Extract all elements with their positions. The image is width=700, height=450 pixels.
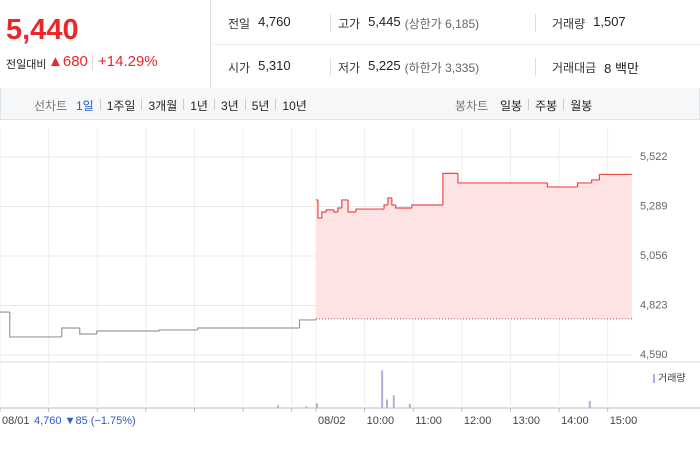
volume-bar xyxy=(305,406,308,408)
price-step xyxy=(383,204,388,210)
stat-value: 5,225 xyxy=(368,58,401,73)
period-tab[interactable]: 3개월 xyxy=(148,99,178,113)
price-step xyxy=(9,312,62,338)
y-tick-label: 4,823 xyxy=(640,299,668,311)
period-tab[interactable]: 1주일 xyxy=(106,99,136,113)
x-tick-label: 08/01 xyxy=(2,415,30,427)
period-tab[interactable]: 1년 xyxy=(190,99,208,113)
period-tab[interactable]: 5년 xyxy=(251,99,270,113)
price-step xyxy=(442,172,458,206)
tab-separator xyxy=(244,99,246,110)
change-percent: +14.29% xyxy=(98,53,158,70)
tab-separator xyxy=(99,99,101,110)
stat-label: 거래량 xyxy=(552,17,586,31)
price-step xyxy=(457,173,548,184)
tab-separator xyxy=(275,99,277,110)
price-step xyxy=(387,197,392,206)
price-step xyxy=(576,182,592,187)
area-fill xyxy=(316,173,632,319)
x-tick-label: 15:00 xyxy=(610,415,638,427)
stat-label: 저가 xyxy=(338,61,361,75)
y-tick-label: 5,289 xyxy=(640,200,668,212)
tab-separator xyxy=(141,99,143,110)
change: ▲680 xyxy=(48,53,88,70)
candle-tab[interactable]: 일봉 xyxy=(500,99,523,113)
tab-group-label: 봉차트 xyxy=(455,99,489,113)
y-tick-label: 5,522 xyxy=(640,151,668,163)
price-step xyxy=(333,209,338,213)
separator xyxy=(535,14,536,32)
tab-separator xyxy=(183,99,185,110)
period-tab[interactable]: 3년 xyxy=(220,99,239,113)
y-tick-label: 4,590 xyxy=(640,349,668,361)
tab-group-label: 선차트 xyxy=(34,99,68,113)
volume-bar xyxy=(588,400,591,408)
x-tick-label: 10:00 xyxy=(367,415,395,427)
x-tick-label: 08/02 xyxy=(318,415,346,427)
price-step xyxy=(79,328,97,335)
legend-label: 거래량 xyxy=(658,373,686,385)
separator xyxy=(92,56,93,70)
tab-separator xyxy=(528,99,530,110)
change-label: 전일대비 xyxy=(6,59,47,71)
price-step xyxy=(355,208,385,213)
volume-bar xyxy=(315,403,318,408)
volume-bar xyxy=(385,399,388,408)
current-price: 5,440 xyxy=(6,14,79,46)
price-step xyxy=(317,199,322,219)
stat-label: 전일 xyxy=(228,17,251,31)
candle-tab[interactable]: 월봉 xyxy=(570,99,593,113)
stat-value: 8 백만 xyxy=(604,61,639,76)
stat-label: 고가 xyxy=(338,17,361,31)
price-step xyxy=(591,179,600,183)
stat-label: 시가 xyxy=(228,61,251,75)
price-step xyxy=(321,211,327,218)
price-step xyxy=(337,207,342,213)
stat-value: 1,507 xyxy=(593,14,626,29)
price-step xyxy=(197,327,296,330)
x-tick-label: 12:00 xyxy=(464,415,492,427)
period-tab[interactable]: 10년 xyxy=(282,99,307,113)
tab-separator xyxy=(563,99,565,110)
price-step xyxy=(395,205,412,209)
stat-value: 4,760 xyxy=(258,14,291,29)
price-step xyxy=(61,327,80,337)
price-step xyxy=(325,209,334,213)
price-step xyxy=(347,199,356,213)
separator xyxy=(535,58,536,76)
price-step xyxy=(96,330,160,334)
price-step xyxy=(341,199,349,208)
stat-value: 5,310 xyxy=(258,58,291,73)
price-step xyxy=(391,198,396,206)
x-tick-label: 11:00 xyxy=(415,415,442,427)
volume-bar xyxy=(408,403,411,408)
row-divider xyxy=(210,44,700,45)
x-tick-label: 14:00 xyxy=(561,415,589,427)
tab-separator xyxy=(213,99,215,110)
volume-bar xyxy=(277,405,280,408)
volume-bar xyxy=(392,395,395,408)
price-step xyxy=(411,204,443,208)
price-step xyxy=(158,329,198,331)
tab-bar xyxy=(0,88,700,120)
legend-swatch xyxy=(653,374,655,383)
separator xyxy=(330,14,331,32)
annotation: 4,760 ▼85 (−1.75%) xyxy=(34,415,136,427)
stat-value: 5,445 xyxy=(368,14,401,29)
period-tab[interactable]: 1일 xyxy=(76,99,94,113)
x-tick-label: 13:00 xyxy=(512,415,540,427)
separator xyxy=(330,58,331,76)
y-tick-label: 5,056 xyxy=(640,250,668,262)
candle-tab[interactable]: 주봉 xyxy=(535,99,558,113)
price-step xyxy=(298,319,316,329)
price-step xyxy=(598,173,632,180)
stat-label: 거래대금 xyxy=(552,61,597,75)
price-step xyxy=(546,182,578,188)
stat-note: (하한가 3,335) xyxy=(404,61,480,75)
stat-note: (상한가 6,185) xyxy=(404,17,480,31)
volume-bar xyxy=(381,370,384,408)
